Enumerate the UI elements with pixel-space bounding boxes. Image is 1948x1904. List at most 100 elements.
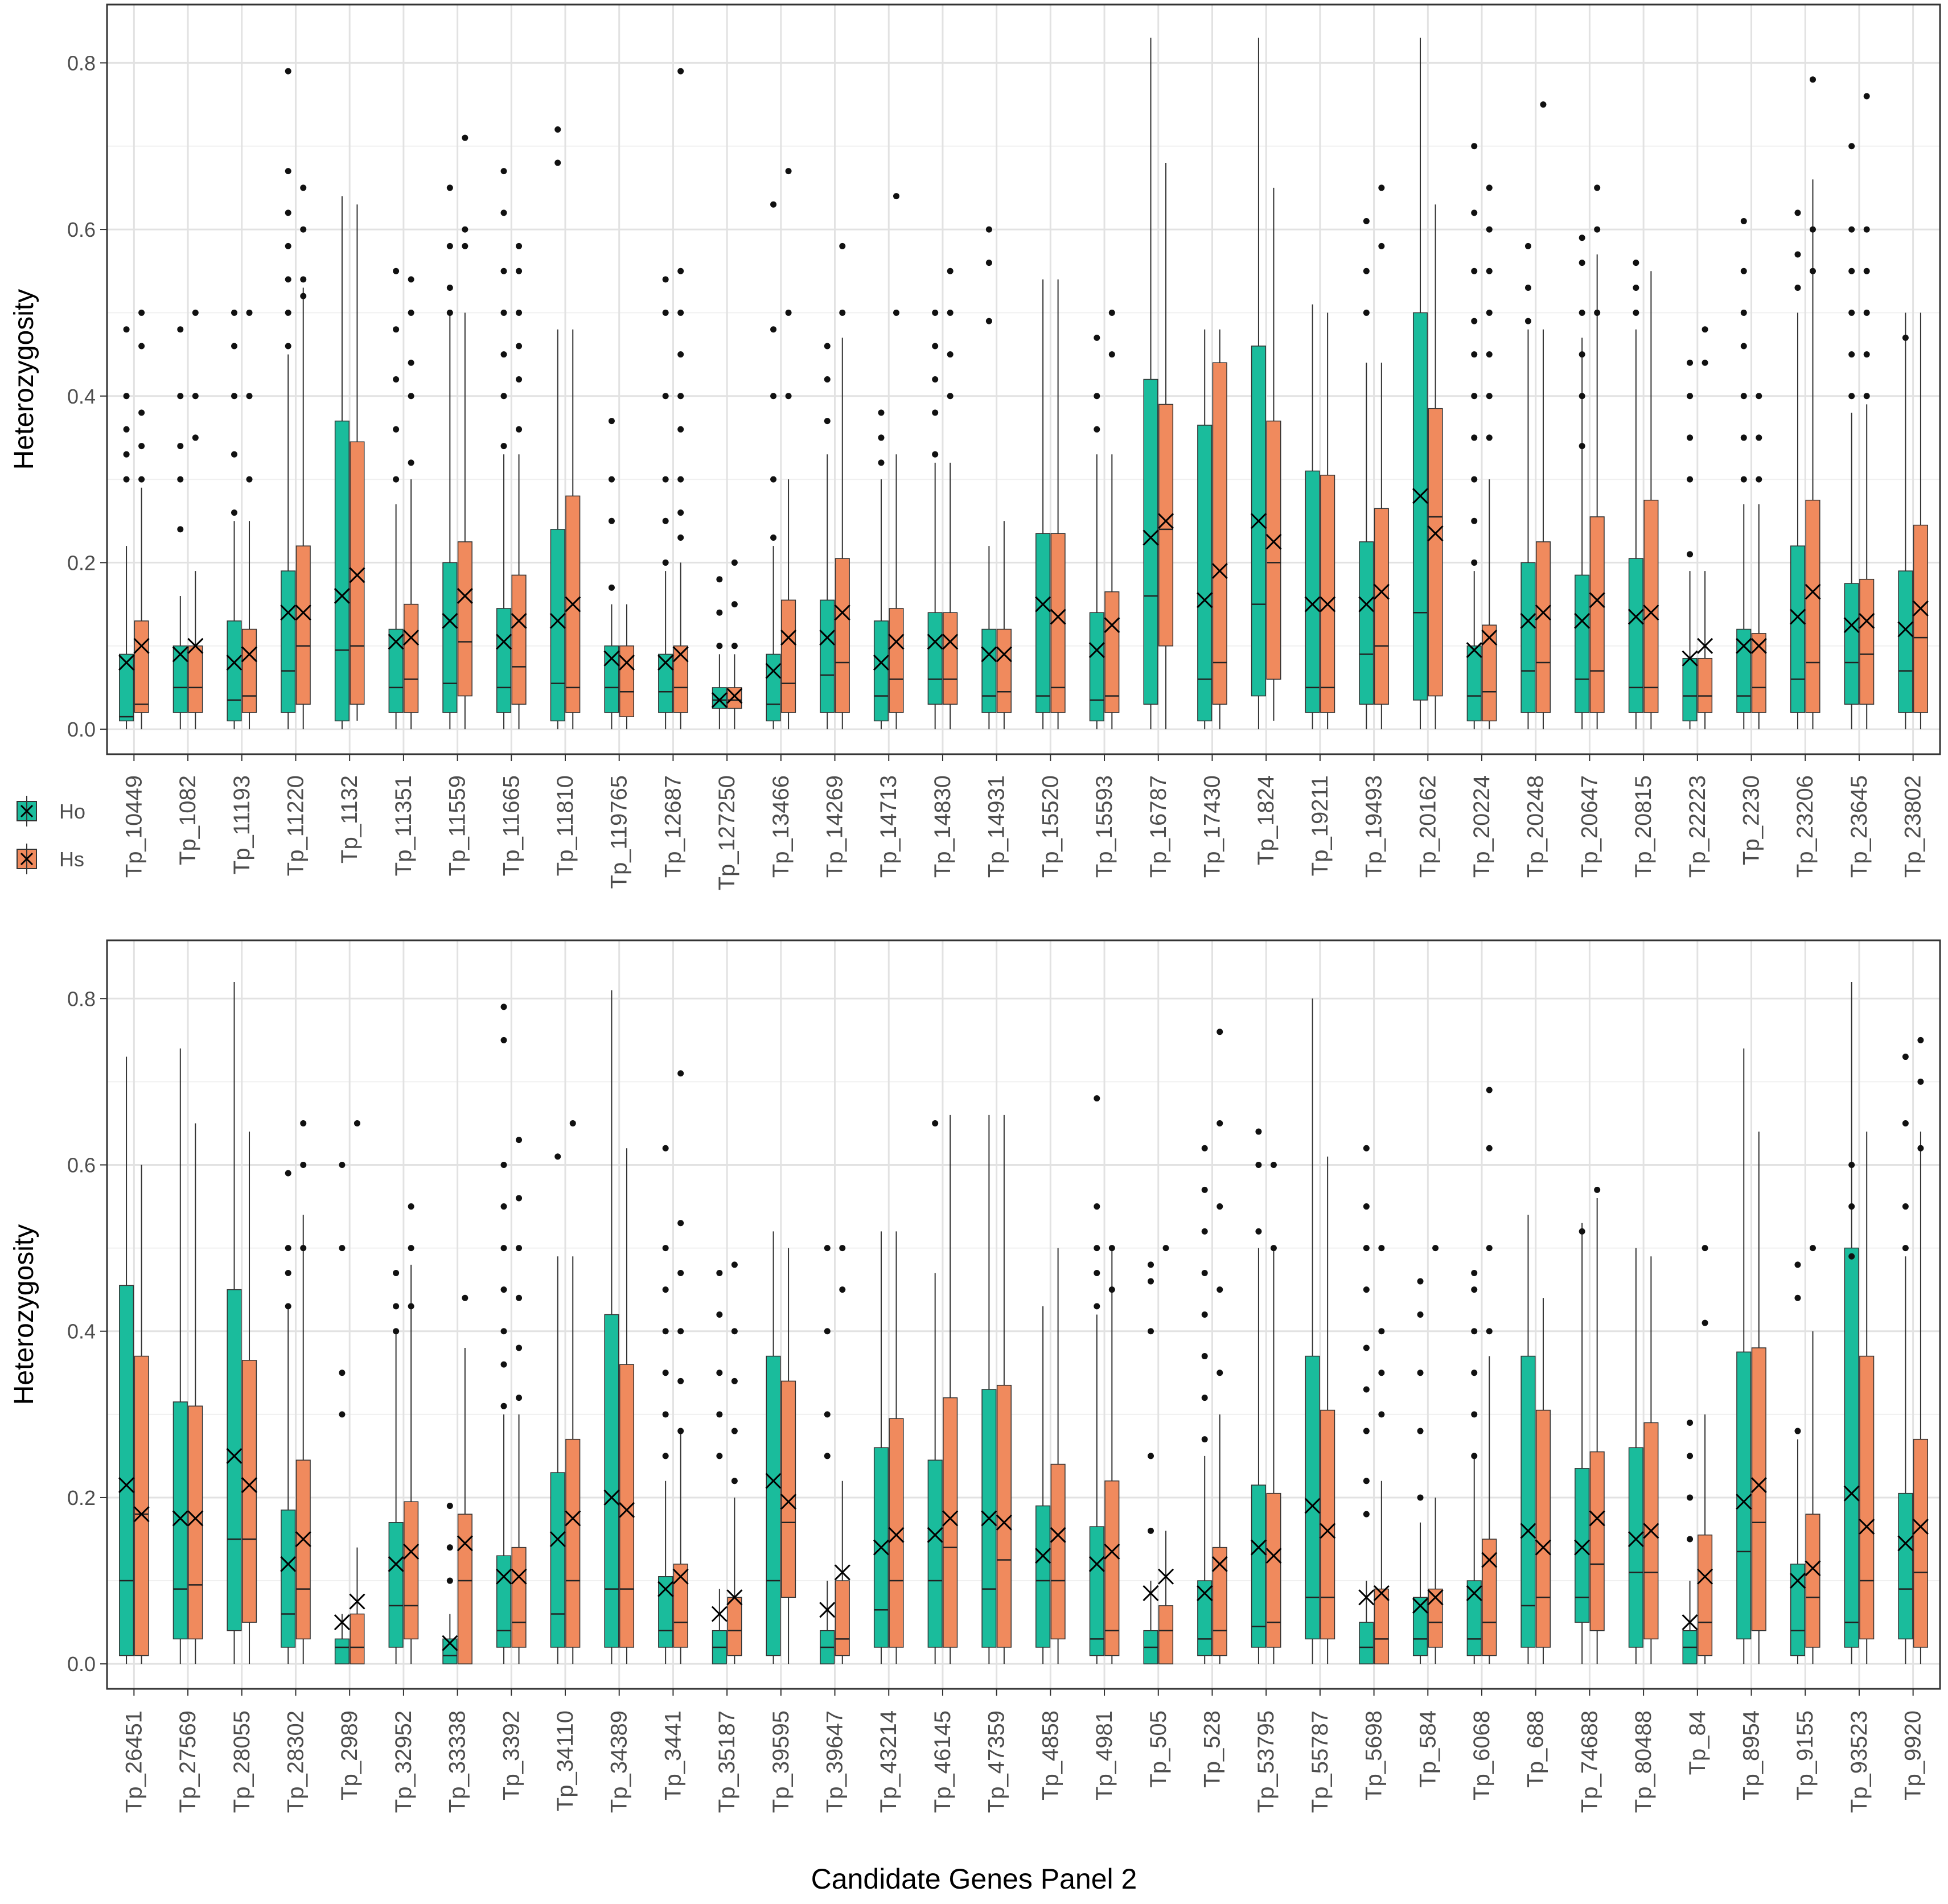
box xyxy=(1412,1597,1428,1656)
outlier-point xyxy=(1863,309,1870,316)
box-hs-Tp_34110 xyxy=(565,1120,581,1664)
outlier-point xyxy=(1902,1120,1909,1126)
outlier-point xyxy=(1848,1253,1855,1260)
mean-marker xyxy=(1750,638,1767,654)
box-ho-Tp_13466 xyxy=(765,201,782,730)
box xyxy=(1859,1355,1875,1640)
mean-marker xyxy=(226,1447,243,1464)
outlier-point xyxy=(300,276,307,283)
outlier-point xyxy=(231,343,238,349)
mean-marker xyxy=(927,634,943,650)
mean-marker xyxy=(996,646,1012,663)
outlier-point xyxy=(1848,393,1855,400)
box-hs-Tp_47359 xyxy=(996,1115,1012,1664)
box xyxy=(404,1501,419,1640)
outlier-point xyxy=(500,1037,507,1043)
outlier-point xyxy=(1863,351,1870,358)
mean-marker xyxy=(1843,1485,1860,1502)
outlier-point xyxy=(1794,251,1801,258)
outlier-point xyxy=(1486,351,1493,358)
outlier-point xyxy=(1524,242,1531,249)
mean-marker xyxy=(172,1510,188,1527)
box-hs-Tp_10449 xyxy=(133,309,150,730)
outlier-point xyxy=(1740,309,1747,316)
box xyxy=(188,645,203,713)
mean-marker xyxy=(1682,1614,1698,1631)
outlier-point xyxy=(177,476,184,483)
x-tick-label: Tp_55787 xyxy=(1308,1710,1333,1813)
box-ho-Tp_528 xyxy=(1197,1145,1213,1664)
mean-marker xyxy=(442,1635,458,1651)
box xyxy=(1251,1484,1266,1648)
outlier-point xyxy=(1363,268,1370,274)
box-ho-Tp_11220 xyxy=(280,68,297,730)
box-ho-Tp_39595 xyxy=(765,1231,782,1664)
outlier-point xyxy=(393,1303,400,1310)
mean-marker xyxy=(1088,1556,1105,1572)
outlier-point xyxy=(1740,393,1747,400)
outlier-point xyxy=(716,643,723,649)
x-tick-label: Tp_8954 xyxy=(1739,1710,1764,1800)
box xyxy=(1412,312,1428,701)
outlier-point xyxy=(824,418,831,425)
outlier-point xyxy=(1471,1370,1478,1376)
outlier-point xyxy=(300,1245,307,1252)
outlier-point xyxy=(677,1269,684,1276)
outlier-point xyxy=(408,459,414,466)
mean-marker xyxy=(133,1506,150,1523)
mean-marker xyxy=(1143,1585,1159,1602)
outlier-point xyxy=(354,1120,360,1126)
outlier-point xyxy=(339,1162,346,1168)
box-hs-Tp_3392 xyxy=(511,1137,527,1664)
outlier-point xyxy=(839,242,846,249)
outlier-point xyxy=(677,509,684,516)
box-ho-Tp_4981 xyxy=(1088,1095,1105,1664)
outlier-point xyxy=(1863,226,1870,233)
x-tick-label: Tp_23802 xyxy=(1901,775,1926,878)
mean-marker xyxy=(1412,488,1429,504)
mean-marker xyxy=(819,1602,836,1618)
mean-marker xyxy=(241,1477,258,1494)
box-ho-Tp_22223 xyxy=(1682,359,1698,730)
box xyxy=(350,1613,365,1664)
outlier-point xyxy=(947,351,954,358)
box xyxy=(281,570,296,713)
box xyxy=(172,1401,188,1640)
box-ho-Tp_19211 xyxy=(1304,304,1321,730)
box xyxy=(673,1564,688,1648)
box xyxy=(1805,499,1820,713)
mean-marker xyxy=(1750,1477,1767,1494)
box xyxy=(1682,657,1698,722)
y-tick-label: 0.8 xyxy=(67,51,96,75)
outlier-point xyxy=(393,268,400,274)
box xyxy=(1266,420,1281,680)
box-ho-Tp_28055 xyxy=(226,982,243,1664)
outlier-point xyxy=(1201,1395,1208,1401)
box xyxy=(511,1547,527,1648)
outlier-point xyxy=(285,1245,291,1252)
outlier-point xyxy=(1579,309,1585,316)
outlier-point xyxy=(1848,226,1855,233)
outlier-point xyxy=(1432,1245,1439,1252)
box-ho-Tp_505 xyxy=(1143,1261,1159,1664)
box xyxy=(1466,645,1482,722)
outlier-point xyxy=(446,1544,453,1551)
mean-marker xyxy=(981,1510,997,1527)
outlier-point xyxy=(554,1153,561,1160)
outlier-point xyxy=(1148,1278,1154,1285)
box-ho-Tp_43214 xyxy=(873,1231,890,1664)
x-tick-label: Tp_505 xyxy=(1146,1710,1171,1788)
x-tick-label: Tp_2989 xyxy=(337,1710,362,1800)
outlier-point xyxy=(1270,1245,1277,1252)
box xyxy=(1859,578,1875,705)
mean-marker xyxy=(549,612,566,629)
mean-marker xyxy=(1157,1568,1174,1585)
outlier-point xyxy=(1486,1145,1493,1152)
box-hs-Tp_584 xyxy=(1427,1245,1444,1664)
outlier-point xyxy=(985,318,992,324)
box xyxy=(1197,1580,1213,1656)
outlier-point xyxy=(1902,334,1909,341)
box-hs-Tp_53795 xyxy=(1265,1162,1282,1664)
mean-marker xyxy=(1697,638,1713,654)
x-tick-label: Tp_4858 xyxy=(1038,1710,1063,1800)
